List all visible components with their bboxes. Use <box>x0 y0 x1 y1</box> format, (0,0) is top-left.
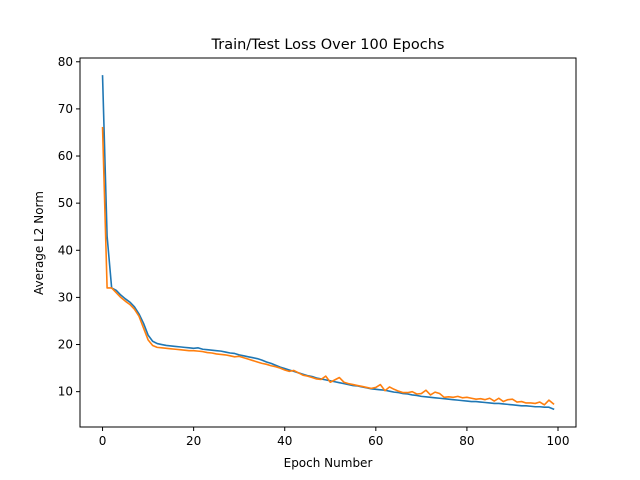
y-axis-ticks: 10 20 30 40 50 60 70 80 <box>58 55 80 399</box>
y-axis-label: Average L2 Norm <box>32 191 46 295</box>
y-tick-label: 70 <box>58 102 73 116</box>
y-tick-label: 20 <box>58 338 73 352</box>
y-tick-label: 60 <box>58 149 73 163</box>
x-axis-label: Epoch Number <box>284 456 373 470</box>
plot-area <box>80 58 576 427</box>
x-tick-label: 20 <box>186 434 201 448</box>
series-line-2 <box>101 126 555 406</box>
chart-title: Train/Test Loss Over 100 Epochs <box>211 37 445 53</box>
x-tick-label: 60 <box>368 434 383 448</box>
y-tick-label: 10 <box>58 385 73 399</box>
x-tick-label: 40 <box>277 434 292 448</box>
y-tick-label: 80 <box>58 55 73 69</box>
y-tick-label: 50 <box>58 196 73 210</box>
x-tick-label: 100 <box>547 434 570 448</box>
y-tick-label: 30 <box>58 290 73 304</box>
y-tick-label: 40 <box>58 243 73 257</box>
series-layer <box>101 75 555 411</box>
x-axis-ticks: 0 20 40 60 80 100 <box>99 427 570 448</box>
x-tick-label: 0 <box>99 434 107 448</box>
x-tick-label: 80 <box>459 434 474 448</box>
plot-frame <box>79 57 577 428</box>
